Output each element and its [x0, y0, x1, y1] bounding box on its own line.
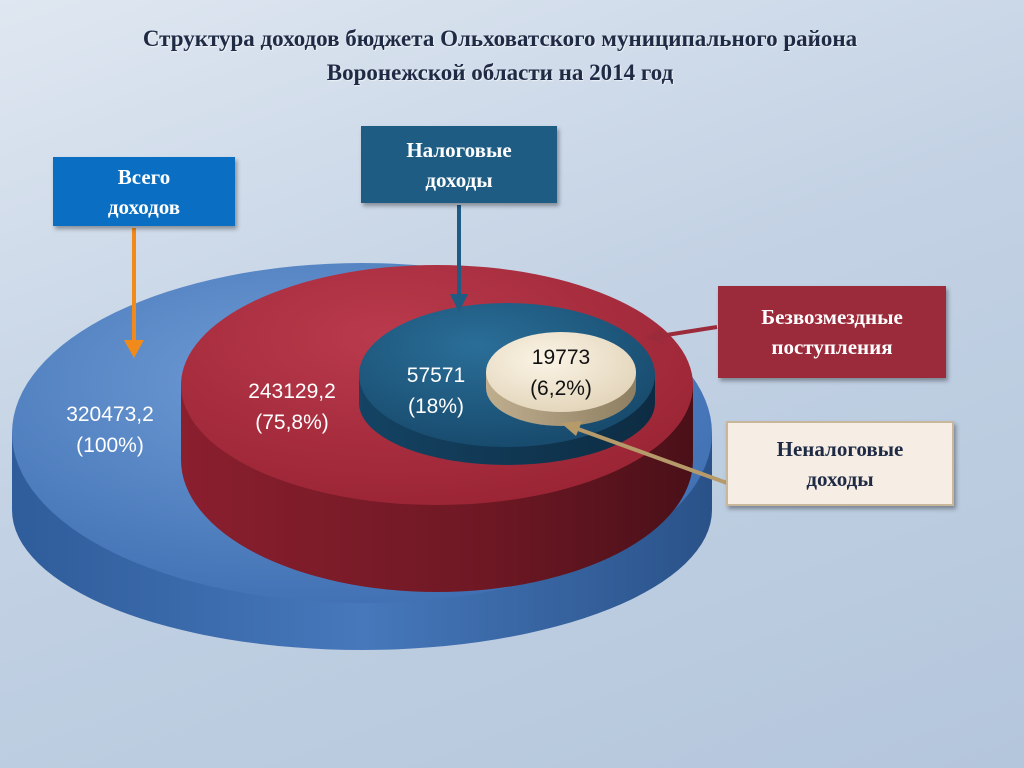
callout-total-line-1: Всего	[117, 164, 171, 189]
arrow-gratuitous	[645, 325, 718, 344]
callout-total-income: Всего доходов	[53, 157, 235, 226]
data-label-gratuitous-value: 243129,2	[248, 380, 336, 403]
chart-title: Структура доходов бюджета Ольховатского …	[0, 22, 1000, 90]
data-label-nontax: 19773 (6,2%)	[501, 342, 621, 404]
data-label-gratuitous: 243129,2 (75,8%)	[222, 376, 362, 438]
data-label-gratuitous-percent: (75,8%)	[255, 411, 329, 434]
chart-title-line-1: Структура доходов бюджета Ольховатского …	[142, 26, 858, 51]
data-label-nontax-percent: (6,2%)	[530, 377, 592, 400]
callout-nontax-income: Неналоговые доходы	[726, 421, 954, 506]
arrow-total	[124, 228, 144, 358]
arrow-nontax	[561, 421, 728, 485]
callout-gratuitous-line-1: Безвозмездные	[761, 305, 903, 329]
callout-gratuitous-line-2: поступления	[771, 335, 893, 359]
callout-tax-line-1: Налоговые	[406, 137, 512, 162]
data-label-tax-percent: (18%)	[407, 395, 465, 418]
slice-nontax	[486, 332, 636, 426]
callout-total-line-2: доходов	[107, 194, 181, 219]
arrow-tax	[450, 205, 468, 312]
slice-nontax-top	[486, 332, 636, 412]
chart-title-line-2: Воронежской области на 2014 год	[326, 60, 674, 85]
data-label-total-percent: (100%)	[76, 434, 144, 457]
callout-nontax-line-1: Неналоговые	[776, 436, 904, 461]
data-label-nontax-value: 19773	[531, 346, 591, 369]
data-label-total: 320473,2 (100%)	[40, 399, 180, 461]
data-label-total-value: 320473,2	[66, 403, 154, 426]
data-label-tax: 57571 (18%)	[376, 360, 496, 422]
callout-tax-income: Налоговые доходы	[361, 126, 557, 203]
data-label-tax-value: 57571	[406, 364, 466, 387]
callout-gratuitous-receipts: Безвозмездные поступления	[718, 286, 946, 378]
callout-tax-line-2: доходы	[425, 167, 493, 192]
callout-nontax-line-2: доходы	[806, 466, 874, 491]
